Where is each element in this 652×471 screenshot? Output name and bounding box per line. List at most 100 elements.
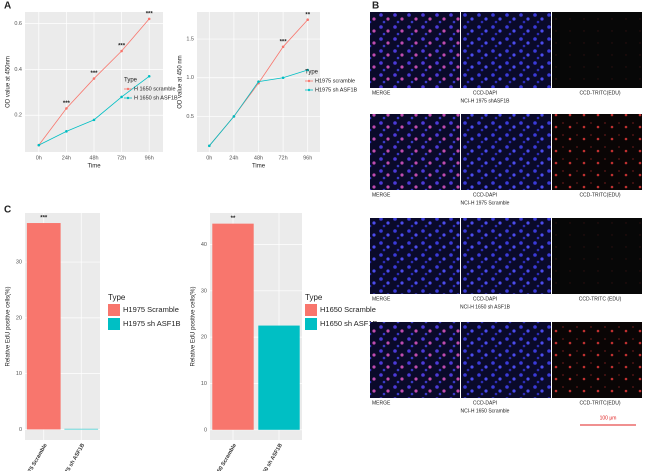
micrograph — [370, 322, 460, 398]
bar — [212, 223, 254, 430]
micrograph — [370, 12, 460, 88]
y-tick-label: 20 — [201, 335, 207, 341]
legend-label: H1650 sh ASF1B — [320, 319, 378, 328]
micrograph — [370, 114, 460, 190]
x-tick-label: 72h — [279, 155, 288, 161]
data-point — [92, 77, 96, 80]
x-tick-label: H1650 sh ASF1B — [257, 443, 284, 471]
image-label: CCD-TRITC(EDU) — [579, 90, 620, 96]
image-label: CCD-DAPI — [473, 192, 497, 198]
y-tick-label: 30 — [16, 260, 22, 266]
significance-label: *** — [90, 71, 98, 77]
data-point — [120, 95, 123, 99]
y-tick-label: 40 — [201, 242, 207, 248]
legend-swatch — [126, 96, 130, 100]
data-point — [306, 68, 310, 72]
data-point — [281, 76, 285, 80]
data-point — [65, 107, 68, 110]
data-point — [232, 115, 236, 118]
image-label: MERGE — [372, 90, 391, 96]
data-point — [147, 17, 151, 21]
significance-label: *** — [63, 101, 71, 107]
image-label: CCD-DAPI — [473, 90, 497, 96]
legend-title: Type — [124, 78, 138, 84]
image-label: CCD-TRITC(EDU) — [579, 192, 620, 198]
image-label: CCD-DAPI — [473, 296, 497, 302]
scale-bar-label: 100 μm — [600, 415, 617, 421]
legend-label: H 1650 scramble — [134, 86, 176, 92]
legend-swatch — [126, 87, 130, 91]
x-tick-label: 24h — [62, 155, 71, 161]
panel-letter: A — [4, 1, 11, 12]
data-point — [208, 144, 211, 148]
panel-letter: B — [372, 1, 379, 12]
y-tick-label: 0.5 — [186, 114, 194, 120]
data-point — [147, 74, 151, 78]
micrograph — [461, 218, 551, 294]
legend-label: H 1650 sh ASF1B — [134, 95, 178, 101]
x-tick-label: 96h — [303, 155, 312, 161]
micrograph — [461, 322, 551, 398]
significance-label: ** — [305, 12, 310, 18]
significance-label: *** — [280, 39, 288, 45]
x-tick-label: H1650 Scramble — [212, 443, 238, 471]
image-label: MERGE — [372, 400, 391, 406]
legend-label: H1975 scramble — [315, 78, 355, 84]
significance-label: ** — [231, 216, 236, 222]
image-caption: NCI-H 1975 Scramble — [461, 200, 510, 206]
legend-title: Type — [305, 293, 323, 302]
legend-swatch — [307, 88, 311, 92]
y-tick-label: 0.6 — [14, 21, 22, 27]
legend-title: Type — [305, 70, 319, 76]
image-label: MERGE — [372, 296, 391, 302]
legend-title: Type — [108, 293, 126, 302]
x-tick-label: 48h — [254, 155, 263, 161]
data-point — [306, 18, 310, 22]
y-axis-label: OD value at 450 nm — [178, 55, 184, 108]
x-tick-label: H1975 sh ASF1B — [59, 443, 86, 471]
x-tick-label: 96h — [145, 155, 154, 161]
legend-label: H1975 sh ASF1B — [123, 319, 181, 328]
micrograph — [461, 114, 551, 190]
y-tick-label: 0.4 — [14, 67, 22, 73]
data-point — [37, 143, 41, 147]
y-tick-label: 20 — [16, 315, 22, 321]
data-point — [65, 130, 68, 133]
image-caption: NCI-H 1650 sh ASF1B — [460, 304, 511, 310]
legend-swatch — [108, 318, 120, 330]
x-tick-label: 48h — [89, 155, 98, 161]
micrograph — [552, 218, 642, 294]
micrograph — [552, 322, 642, 398]
y-axis-label: Relative EdU positive cells(%) — [191, 286, 197, 366]
image-label: CCD-TRITC(EDU) — [579, 400, 620, 406]
image-label: CCD-DAPI — [473, 400, 497, 406]
y-tick-label: 10 — [201, 381, 207, 387]
y-tick-label: 10 — [16, 371, 22, 377]
image-label: MERGE — [372, 192, 391, 198]
micrograph — [461, 12, 551, 88]
y-tick-label: 1.0 — [186, 75, 194, 81]
legend-swatch — [305, 304, 317, 316]
micrograph — [552, 114, 642, 190]
x-axis-label: Time — [252, 164, 266, 170]
micrograph — [370, 218, 460, 294]
legend-swatch — [108, 304, 120, 316]
data-point — [120, 49, 123, 53]
image-label: CCD-TRITC (EDU) — [579, 296, 622, 302]
significance-label: *** — [40, 216, 48, 222]
legend-label: H1975 Scramble — [123, 305, 179, 314]
data-point — [281, 45, 285, 49]
image-caption: NCI-H 1650 Scramble — [461, 408, 510, 414]
legend-label: H1975 sh ASF1B — [315, 87, 358, 93]
y-tick-label: 1.5 — [186, 37, 194, 43]
bar — [64, 428, 99, 430]
y-axis-label: OD value at 450nm — [6, 56, 12, 108]
y-tick-label: 0.2 — [14, 113, 22, 119]
bar — [26, 223, 61, 430]
x-tick-label: 0h — [36, 155, 42, 161]
legend-label: H1650 Scramble — [320, 305, 376, 314]
x-tick-label: 24h — [229, 155, 238, 161]
image-caption: NCI-H 1975 shASF1B — [461, 98, 511, 104]
data-point — [257, 80, 260, 83]
